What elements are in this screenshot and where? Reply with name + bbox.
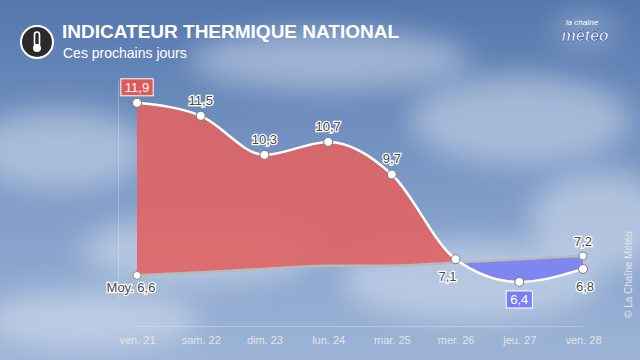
- label-box: [506, 291, 532, 308]
- data-label: 10,3: [252, 132, 277, 147]
- data-labels: 11,9 11,5 10,3 10,7 9,7 7,1 6,4 6,8 Moy. 6,6 7,2: [107, 79, 594, 308]
- y-axis: [118, 81, 119, 303]
- logo-text: la chaîne: [566, 18, 599, 27]
- x-axis: ven. 21 sam. 22 dim. 23 lun. 24 mar. 25 mer. …: [119, 326, 601, 346]
- logo-text: météo: [561, 27, 608, 44]
- title: INDICATEUR THERMIQUE NATIONAL: [62, 21, 399, 42]
- copyright: © La Chaîne Météo: [623, 231, 634, 318]
- data-label: Moy. 6,6: [107, 280, 156, 295]
- thermometer-icon: [21, 26, 53, 58]
- logo: la chaînemétéo: [553, 12, 617, 48]
- subtitle: Ces prochains jours: [63, 45, 187, 61]
- area-above-normal: [137, 103, 583, 282]
- clouds: [0, 30, 640, 350]
- label-box: [121, 79, 153, 96]
- forecast-point: [196, 111, 205, 120]
- x-tick-label: sam. 22: [182, 334, 221, 346]
- forecast-point: [387, 170, 396, 179]
- area-below-normal: [137, 103, 583, 282]
- normal-point: [579, 252, 587, 260]
- cloud: [410, 75, 630, 165]
- data-label: 9,7: [383, 151, 401, 166]
- x-tick-label: dim. 23: [247, 334, 283, 346]
- data-label: 6,8: [576, 279, 594, 294]
- thermometer-part: [35, 32, 40, 46]
- thermometer-part: [21, 26, 53, 58]
- data-label: 7,1: [439, 269, 457, 284]
- forecast-line: [137, 103, 583, 282]
- forecast-point: [133, 98, 142, 107]
- forecast-point: [260, 150, 269, 159]
- forecast-point: [451, 255, 460, 264]
- data-label: 10,7: [315, 119, 340, 134]
- data-label: 7,2: [574, 234, 592, 249]
- x-tick: lun. 24: [312, 326, 345, 346]
- data-label: 11,5: [189, 93, 213, 108]
- data-label: 6,4: [510, 292, 528, 307]
- logo-glow: [553, 12, 617, 48]
- normal-line: [137, 256, 583, 276]
- x-tick-label: jeu. 27: [502, 334, 536, 346]
- x-tick: jeu. 27: [502, 326, 536, 346]
- x-tick: sam. 22: [182, 326, 221, 346]
- x-tick-label: ven. 21: [119, 334, 155, 346]
- thermometer-part: [33, 44, 41, 52]
- x-tick-label: mer. 26: [438, 334, 475, 346]
- data-label: 11,9: [125, 80, 149, 95]
- y-axis-line: [118, 81, 119, 303]
- x-tick-label: mar. 25: [374, 334, 411, 346]
- x-tick: mer. 26: [438, 326, 475, 346]
- x-tick: mar. 25: [374, 326, 411, 346]
- forecast-point: [515, 277, 524, 286]
- x-axis-line: [138, 326, 584, 327]
- x-tick-label: lun. 24: [312, 334, 345, 346]
- x-tick: ven. 21: [119, 326, 155, 346]
- normal-point: [133, 271, 141, 279]
- x-tick-label: ven. 28: [565, 334, 601, 346]
- forecast-point: [324, 137, 333, 146]
- forecast-point: [579, 264, 588, 273]
- cloud: [0, 110, 150, 190]
- cloud: [0, 290, 200, 350]
- x-tick: ven. 28: [565, 326, 601, 346]
- x-tick: dim. 23: [247, 326, 283, 346]
- plot-area: [133, 98, 588, 286]
